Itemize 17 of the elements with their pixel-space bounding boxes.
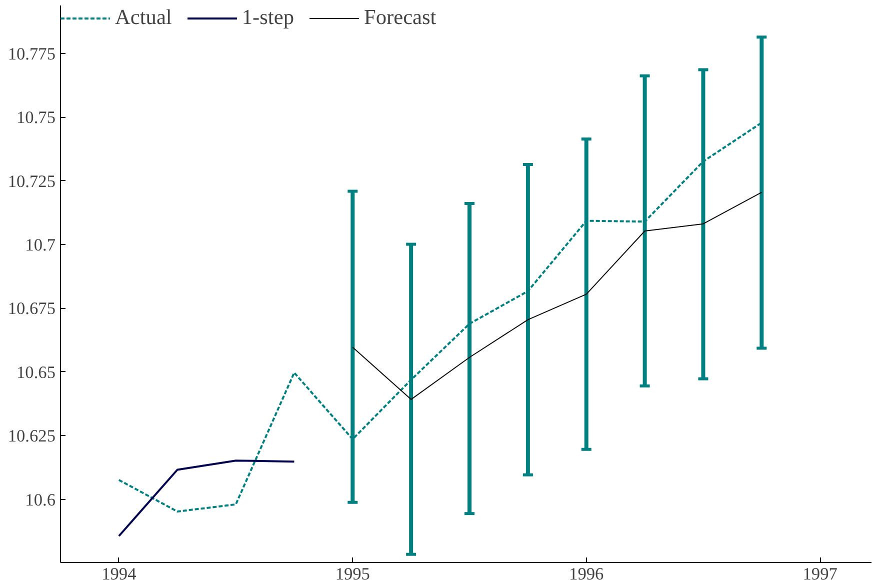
x-tick-label: 1995 [335, 564, 370, 582]
y-tick-label: 10.65 [16, 362, 56, 382]
y-tick-label: 10.6 [25, 490, 56, 510]
x-tick-label: 1997 [802, 564, 838, 582]
x-tick-label: 1994 [102, 564, 137, 582]
legend-label: 1-step [242, 5, 294, 30]
y-tick-label: 10.625 [8, 426, 56, 446]
line-series [118, 460, 296, 537]
y-tick-label: 10.675 [8, 299, 56, 318]
x-tick-label: 1996 [569, 564, 604, 582]
y-tick-label: 10.7 [25, 236, 56, 255]
y-tick-label: 10.75 [16, 108, 56, 128]
line-series [352, 192, 762, 400]
y-tick-label: 10.775 [8, 44, 56, 64]
legend-label: Forecast [364, 5, 436, 30]
legend-label: Actual [115, 5, 172, 30]
y-tick-label: 10.725 [8, 172, 56, 191]
